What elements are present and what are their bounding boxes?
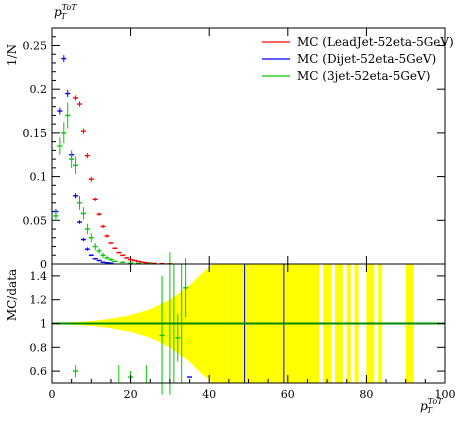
x-tick-label: 100 (435, 388, 456, 401)
x-axis-label: pToT T (420, 397, 443, 415)
main-y-axis-label: 1/N (5, 44, 19, 66)
x-tick-label: 0 (49, 388, 56, 401)
x-tick-label: 40 (202, 388, 216, 401)
ratio-plot: 0.60.811.21.40 20 40 60 80 100 MC/data pToT T (5, 252, 456, 415)
main-y-tick-label: 0.05 (23, 214, 48, 227)
main-plot: 0 0.05 0.1 0.15 0.2 0.25 MC (LeadJet-52eta-5G… (5, 3, 454, 271)
x-tick-label: 20 (124, 388, 138, 401)
ratio-y-tick-label: 0.6 (30, 365, 48, 378)
ratio-y-axis-label: MC/data (5, 269, 19, 321)
legend-entry-label: MC (LeadJet-52eta-5GeV) (297, 35, 454, 49)
legend: MC (LeadJet-52eta-5GeV) MC (Dijet-52eta-5… (262, 35, 454, 83)
ratio-axis-ticks: 0.6 0.8 1 1.2 1.4 0 20 40 60 80 100 (30, 264, 456, 401)
x-tick-label: 80 (359, 388, 373, 401)
ratio-y-tick-label: 1 (40, 318, 47, 331)
main-data-points (53, 55, 173, 265)
x-tick-label: 60 (281, 388, 295, 401)
main-y-tick-label: 0 (40, 258, 47, 271)
legend-entry-label: MC (Dijet-52eta-5GeV) (297, 52, 436, 66)
main-plot-title: pToT T (54, 3, 77, 21)
main-y-tick-label: 0.1 (30, 171, 48, 184)
main-y-ticks: 0 0.05 0.1 0.15 0.2 0.25 (23, 28, 446, 271)
main-y-tick-label: 0.2 (30, 83, 48, 96)
ratio-y-tick-label: 1.2 (30, 294, 48, 307)
legend-entry-label: MC (3jet-52eta-5GeV) (297, 69, 430, 83)
main-y-tick-label: 0.25 (23, 39, 48, 52)
ratio-y-tick-label: 1.4 (30, 270, 48, 283)
main-y-tick-label: 0.15 (23, 127, 48, 140)
ratio-y-tick-label: 0.8 (30, 341, 48, 354)
